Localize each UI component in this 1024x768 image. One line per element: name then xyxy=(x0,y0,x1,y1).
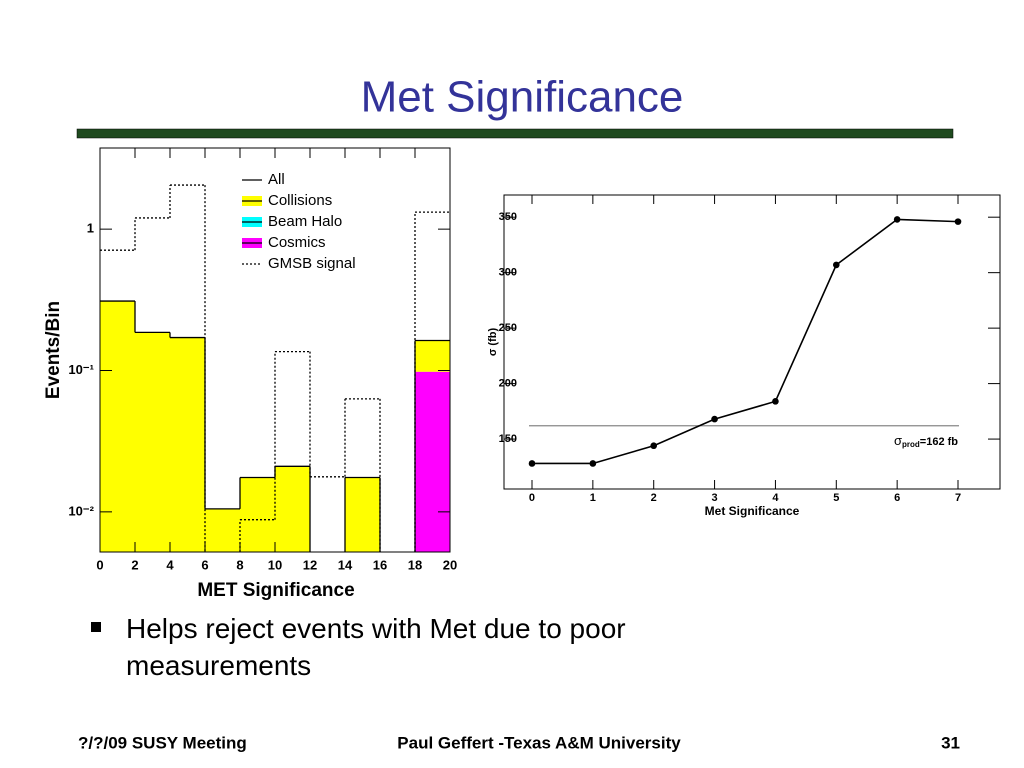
x-tick-label: 4 xyxy=(772,492,779,504)
x-tick-label: 0 xyxy=(529,492,535,504)
x-axis-label: Met Significance xyxy=(705,504,800,518)
legend-label: GMSB signal xyxy=(268,255,356,272)
data-point xyxy=(954,218,962,225)
legend-label: Collisions xyxy=(268,192,332,209)
y-tick-label: 10⁻¹ xyxy=(68,362,94,377)
x-tick-label: 14 xyxy=(338,557,353,572)
x-tick-label: 20 xyxy=(443,557,457,572)
footer-left: ?/?/09 SUSY Meeting xyxy=(78,733,247,752)
y-tick-label: 200 xyxy=(499,378,517,390)
y-axis-label: Events/Bin xyxy=(43,301,64,399)
x-tick-label: 1 xyxy=(590,492,596,504)
histogram-bar xyxy=(205,508,240,552)
footer-right: 31 xyxy=(941,733,960,752)
histogram-bar xyxy=(240,477,275,552)
reference-symbol: σ xyxy=(894,433,902,448)
data-point xyxy=(589,460,597,467)
y-tick-label: 350 xyxy=(499,211,517,223)
histogram-bar xyxy=(275,466,310,552)
legend-label: Cosmics xyxy=(268,234,326,251)
y-tick-label: 10⁻² xyxy=(68,503,94,518)
data-point xyxy=(772,398,779,405)
x-tick-label: 6 xyxy=(894,492,900,504)
x-tick-label: 7 xyxy=(955,492,961,504)
histogram-bar xyxy=(345,477,380,552)
bullet-text: Helps reject events with Met due to poor… xyxy=(126,613,626,681)
data-point xyxy=(893,216,901,223)
x-tick-label: 0 xyxy=(96,557,103,572)
data-point xyxy=(650,442,658,450)
x-tick-label: 6 xyxy=(201,557,208,572)
slide-title: Met Significance xyxy=(361,73,684,122)
x-tick-label: 2 xyxy=(651,492,657,504)
data-point xyxy=(711,415,718,423)
histogram-bar xyxy=(100,301,135,552)
reference-value-label: =162 fb xyxy=(920,436,958,448)
legend-label: All xyxy=(268,171,285,188)
plot-frame xyxy=(503,194,1001,490)
bullet-marker xyxy=(91,622,101,632)
x-tick-label: 5 xyxy=(833,492,839,504)
title-rule xyxy=(76,128,954,139)
histogram-bar xyxy=(415,340,450,372)
y-axis-label: σ (fb) xyxy=(487,328,499,357)
legend-label: Beam Halo xyxy=(268,213,342,230)
x-tick-label: 2 xyxy=(131,557,138,572)
reference-label: σprod=162 fb xyxy=(894,433,958,449)
y-tick-label: 150 xyxy=(499,433,517,445)
data-line xyxy=(531,218,959,465)
y-tick-label: 300 xyxy=(499,267,517,279)
x-tick-label: 18 xyxy=(408,557,422,572)
footer-center: Paul Geffert -Texas A&M University xyxy=(397,733,681,752)
data-point xyxy=(528,460,536,467)
data-point xyxy=(832,261,840,269)
x-axis-label: MET Significance xyxy=(197,580,354,601)
reference-subscript: prod xyxy=(902,440,920,449)
x-tick-label: 8 xyxy=(236,557,243,572)
histogram-bar xyxy=(415,371,450,552)
histogram-bar xyxy=(135,332,170,552)
histogram-bar xyxy=(170,337,205,552)
x-tick-label: 12 xyxy=(303,557,317,572)
x-tick-label: 16 xyxy=(373,557,387,572)
x-tick-label: 3 xyxy=(712,492,718,504)
x-tick-label: 10 xyxy=(268,557,282,572)
y-tick-label: 1 xyxy=(87,221,94,236)
x-tick-label: 4 xyxy=(166,557,174,572)
y-tick-label: 250 xyxy=(499,322,517,334)
